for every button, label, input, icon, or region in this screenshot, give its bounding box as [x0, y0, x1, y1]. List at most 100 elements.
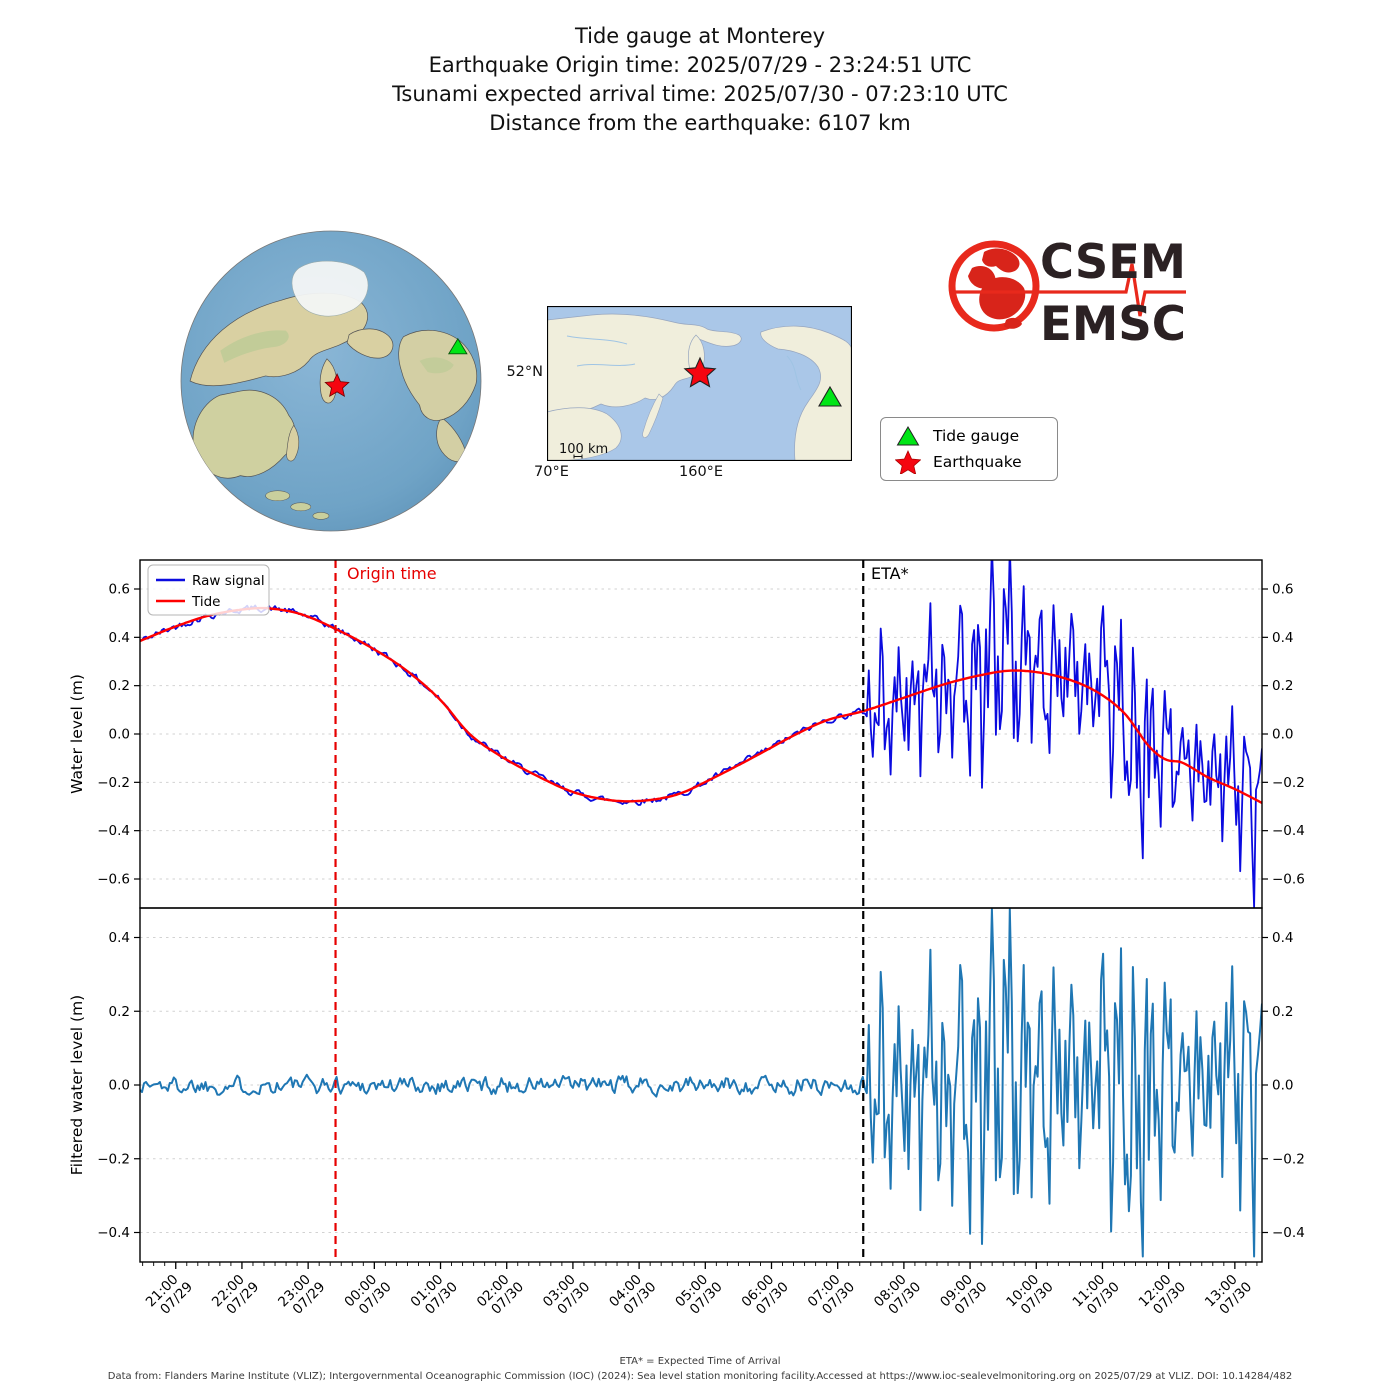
globe-earthquake-star — [324, 372, 350, 398]
origin-time-line: Earthquake Origin time: 2025/07/29 - 23:… — [428, 53, 972, 77]
x-tick-label: 07:0007/30 — [805, 1268, 858, 1321]
x-tick-text: 00:0007/30 — [341, 1268, 394, 1321]
x-tick-text: 06:0007/30 — [739, 1268, 792, 1321]
inset-lon-label-1: 70°E — [534, 464, 569, 480]
legend-label-earthquake: Earthquake — [933, 452, 1022, 471]
y-tick-label: 0.4 — [109, 930, 130, 946]
x-tick-text: 21:0007/29 — [143, 1268, 196, 1321]
eta-footnote: ETA* = Expected Time of Arrival — [619, 1356, 781, 1367]
y-tick-label: −0.4 — [1272, 1225, 1305, 1241]
title-block: Tide gauge at Monterey Earthquake Origin… — [0, 22, 1400, 138]
globe-landmasses — [189, 260, 478, 520]
y-tick-label: 0.2 — [109, 678, 130, 694]
y-tick-label: −0.2 — [97, 775, 130, 791]
y-tick-label: 0.0 — [109, 727, 130, 743]
tide-line — [140, 606, 1262, 804]
x-tick-text: 11:0007/30 — [1069, 1268, 1122, 1321]
data-source-note: Data from: Flanders Marine Institute (VL… — [107, 1371, 1293, 1382]
x-tick-label: 12:0007/30 — [1136, 1268, 1189, 1321]
globe-na-coast — [436, 418, 468, 462]
inset-landmasses — [547, 313, 852, 461]
x-tick-label: 09:0007/30 — [937, 1268, 990, 1321]
y-axis-label: Water level (m) — [68, 674, 86, 794]
globe-tide-gauge-triangle — [447, 337, 468, 355]
inset-japan — [642, 393, 664, 438]
globe-island-1 — [265, 490, 290, 502]
x-tick-label: 04:0007/30 — [606, 1268, 659, 1321]
x-tick-text: 07:0007/30 — [805, 1268, 858, 1321]
filtered-line — [140, 908, 1262, 1258]
x-tick-text: 02:0007/30 — [474, 1268, 527, 1321]
x-tick-label: 05:0007/30 — [672, 1268, 725, 1321]
x-tick-text: 08:0007/30 — [871, 1268, 924, 1321]
x-tick-text: 13:0007/30 — [1202, 1268, 1255, 1321]
legend-tide-label: Tide — [191, 594, 220, 610]
inset-scale-label: 100 km — [559, 442, 608, 457]
globe-alaska-green — [419, 357, 454, 374]
inset-north-america — [760, 325, 852, 461]
y-axis-label: Filtered water level (m) — [68, 995, 86, 1175]
x-tick-label: 11:0007/30 — [1069, 1268, 1122, 1321]
y-tick-label: 0.2 — [109, 1004, 130, 1020]
legend-row-tide-gauge: Tide gauge — [881, 425, 1057, 447]
x-tick-text: 22:0007/29 — [209, 1268, 262, 1321]
y-tick-label: 0.4 — [1272, 630, 1293, 646]
x-tick-text: 09:0007/30 — [937, 1268, 990, 1321]
page-title: Tide gauge at Monterey — [574, 24, 826, 48]
globe-east-asia — [192, 389, 296, 479]
x-tick-label: 01:0007/30 — [408, 1268, 461, 1321]
chart-legend: Raw signal Tide — [147, 564, 270, 616]
y-tick-label: −0.4 — [97, 823, 130, 839]
logo-emsc-text: EMSC — [1040, 297, 1186, 348]
y-tick-label: −0.4 — [1272, 823, 1305, 839]
globe-chukotka — [346, 328, 394, 359]
inset-border — [547, 306, 852, 461]
y-tick-label: −0.6 — [97, 872, 130, 888]
x-tick-text: 05:0007/30 — [672, 1268, 725, 1321]
globe-island-2 — [290, 502, 312, 512]
inset-tide-gauge-triangle — [818, 385, 842, 407]
y-tick-label: 0.2 — [1272, 678, 1293, 694]
logo-continents — [968, 248, 1026, 329]
x-tick-label: 21:0007/29 — [143, 1268, 196, 1321]
x-tick-text: 01:0007/30 — [408, 1268, 461, 1321]
inset-map: 100 km — [547, 306, 852, 461]
x-tick-label: 22:0007/29 — [209, 1268, 262, 1321]
origin-time-annotation: Origin time — [347, 564, 437, 583]
x-tick-label: 13:0007/30 — [1202, 1268, 1255, 1321]
x-tick-label: 02:0007/30 — [474, 1268, 527, 1321]
distance-line: Distance from the earthquake: 6107 km — [489, 111, 911, 135]
y-tick-label: 0.2 — [1272, 1004, 1293, 1020]
logo-seismogram — [950, 263, 1186, 317]
x-tick-text: 10:0007/30 — [1003, 1268, 1056, 1321]
x-tick-label: 08:0007/30 — [871, 1268, 924, 1321]
inset-scale-bar — [573, 454, 583, 459]
tide-gauge-triangle-icon — [896, 425, 920, 445]
inset-lon-label-2: 160°E — [679, 464, 724, 480]
x-tick-label: 23:0007/29 — [275, 1268, 328, 1321]
y-tick-label: 0.0 — [1272, 727, 1293, 743]
y-tick-label: 0.4 — [1272, 930, 1293, 946]
y-tick-label: −0.4 — [97, 1225, 130, 1241]
x-tick-text: 23:0007/29 — [275, 1268, 328, 1321]
inset-south-asia — [547, 407, 622, 461]
globe-green-belt — [220, 330, 289, 363]
x-tick-text: 12:0007/30 — [1136, 1268, 1189, 1321]
globe-map — [180, 230, 482, 532]
y-tick-label: 0.0 — [109, 1078, 130, 1094]
globe-island-3 — [312, 512, 330, 520]
map-symbol-legend: Tide gauge Earthquake — [880, 417, 1058, 481]
tide-charts: 0.6 0.6 0.4 0.4 0.2 0.2 0.0 0.0 −0.2 −0.2 −0.4 −0.4… — [68, 559, 1305, 1321]
earthquake-star-icon — [895, 449, 921, 474]
y-tick-label: 0.0 — [1272, 1078, 1293, 1094]
y-tick-label: −0.2 — [1272, 1151, 1305, 1167]
y-tick-label: −0.6 — [1272, 872, 1305, 888]
x-tick-label: 00:0007/30 — [341, 1268, 394, 1321]
inset-rivers — [566, 335, 802, 391]
x-tick-text: 04:0007/30 — [606, 1268, 659, 1321]
y-tick-label: −0.2 — [97, 1151, 130, 1167]
chart-legend-box — [147, 564, 270, 616]
inset-earthquake-star — [683, 356, 717, 388]
x-tick-label: 06:0007/30 — [739, 1268, 792, 1321]
